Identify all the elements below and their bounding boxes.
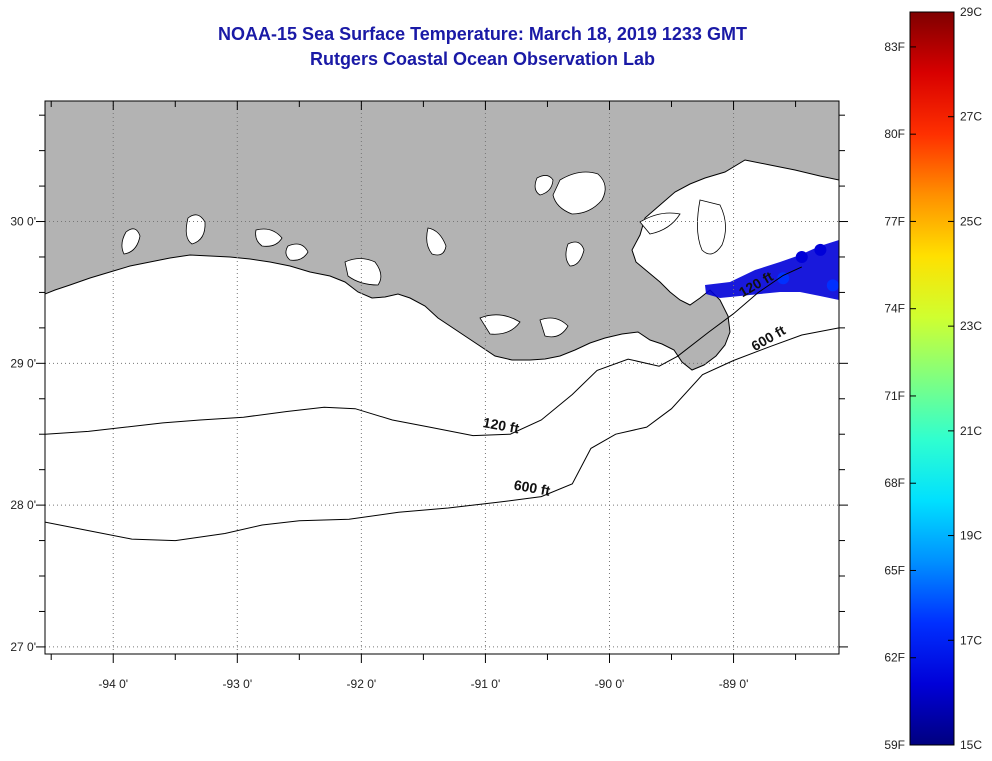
plot-border [44, 100, 840, 655]
chandeleur-sound [697, 199, 726, 255]
colorbar-fahrenheit-label: 77F [884, 214, 905, 228]
lat-tick-label: 29 0' [10, 356, 36, 370]
colorbar-fahrenheit-label: 62F [884, 651, 905, 665]
map-subtitle: Rutgers Coastal Ocean Observation Lab [309, 49, 656, 69]
inland-waters [121, 171, 726, 338]
sabine-lake [121, 228, 141, 255]
latitude-labels: 30 0' 29 0' 28 0' 27 0' [10, 215, 36, 654]
colorbar-fahrenheit-labels: 83F 80F 77F 74F 71F 68F 65F 62F 59F [884, 40, 916, 752]
colorbar-celsius-label: 17C [960, 633, 982, 647]
colorbar-fahrenheit-label: 71F [884, 389, 905, 403]
colorbar-celsius-label: 15C [960, 738, 982, 752]
lon-tick-label: -90 0' [595, 677, 625, 691]
sst-data-layer [705, 240, 839, 300]
colorbar-fahrenheit-label: 83F [884, 40, 905, 54]
axis-ticks [36, 101, 848, 663]
lon-tick-label: -91 0' [471, 677, 501, 691]
colorbar-celsius-label: 27C [960, 110, 982, 124]
colorbar-ramp [909, 11, 955, 746]
lat-tick-label: 30 0' [10, 215, 36, 229]
colorbar-celsius-label: 23C [960, 319, 982, 333]
colorbar-fahrenheit-label: 68F [884, 476, 905, 490]
lake-pontchartrain [552, 171, 606, 215]
sst-sample [795, 250, 808, 263]
colorbar-fahrenheit-label: 65F [884, 563, 905, 577]
sst-sample [777, 272, 790, 285]
sst-sample [826, 279, 839, 292]
graticule [45, 101, 839, 654]
sst-sample [814, 243, 827, 256]
lake-borgne [639, 212, 681, 235]
colorbar-celsius-label: 21C [960, 424, 982, 438]
grand-lake [255, 228, 283, 247]
terrebonne-bay [479, 314, 521, 335]
colorbar-celsius-label: 19C [960, 529, 982, 543]
colorbar: 29C 27C 25C 23C 21C 19C 17C 15C 83F 80F 77F 74F 71F… [884, 5, 982, 752]
lake-salvador [565, 241, 585, 267]
lake-maurepas [534, 175, 554, 196]
lon-tick-label: -92 0' [347, 677, 377, 691]
atchafalaya-lake [426, 227, 447, 256]
lat-tick-label: 27 0' [10, 640, 36, 654]
colorbar-fahrenheit-label: 59F [884, 738, 905, 752]
land-mass [45, 101, 839, 371]
isobath-line [45, 327, 839, 542]
longitude-labels: -94 0' -93 0' -92 0' -91 0' -90 0' -89 0' [98, 677, 748, 691]
colorbar-fahrenheit-label: 74F [884, 302, 905, 316]
lat-tick-label: 28 0' [10, 498, 36, 512]
map-title: NOAA-15 Sea Surface Temperature: March 1… [218, 24, 747, 44]
white-lake [285, 243, 309, 261]
vermilion-bay [344, 258, 382, 286]
colorbar-fahrenheit-label: 80F [884, 127, 905, 141]
lon-tick-label: -94 0' [98, 677, 128, 691]
calcasieu-lake [185, 214, 206, 245]
colorbar-celsius-label: 25C [960, 214, 982, 228]
isobath-label: 600 ft [513, 477, 552, 499]
lon-tick-label: -89 0' [719, 677, 749, 691]
lon-tick-label: -93 0' [222, 677, 252, 691]
isobath-label: 120 ft [482, 414, 521, 436]
colorbar-celsius-label: 29C [960, 5, 982, 19]
isobath-line [45, 266, 803, 437]
timbalier-bay [539, 317, 569, 338]
colorbar-celsius-labels: 29C 27C 25C 23C 21C 19C 17C 15C [948, 5, 982, 752]
